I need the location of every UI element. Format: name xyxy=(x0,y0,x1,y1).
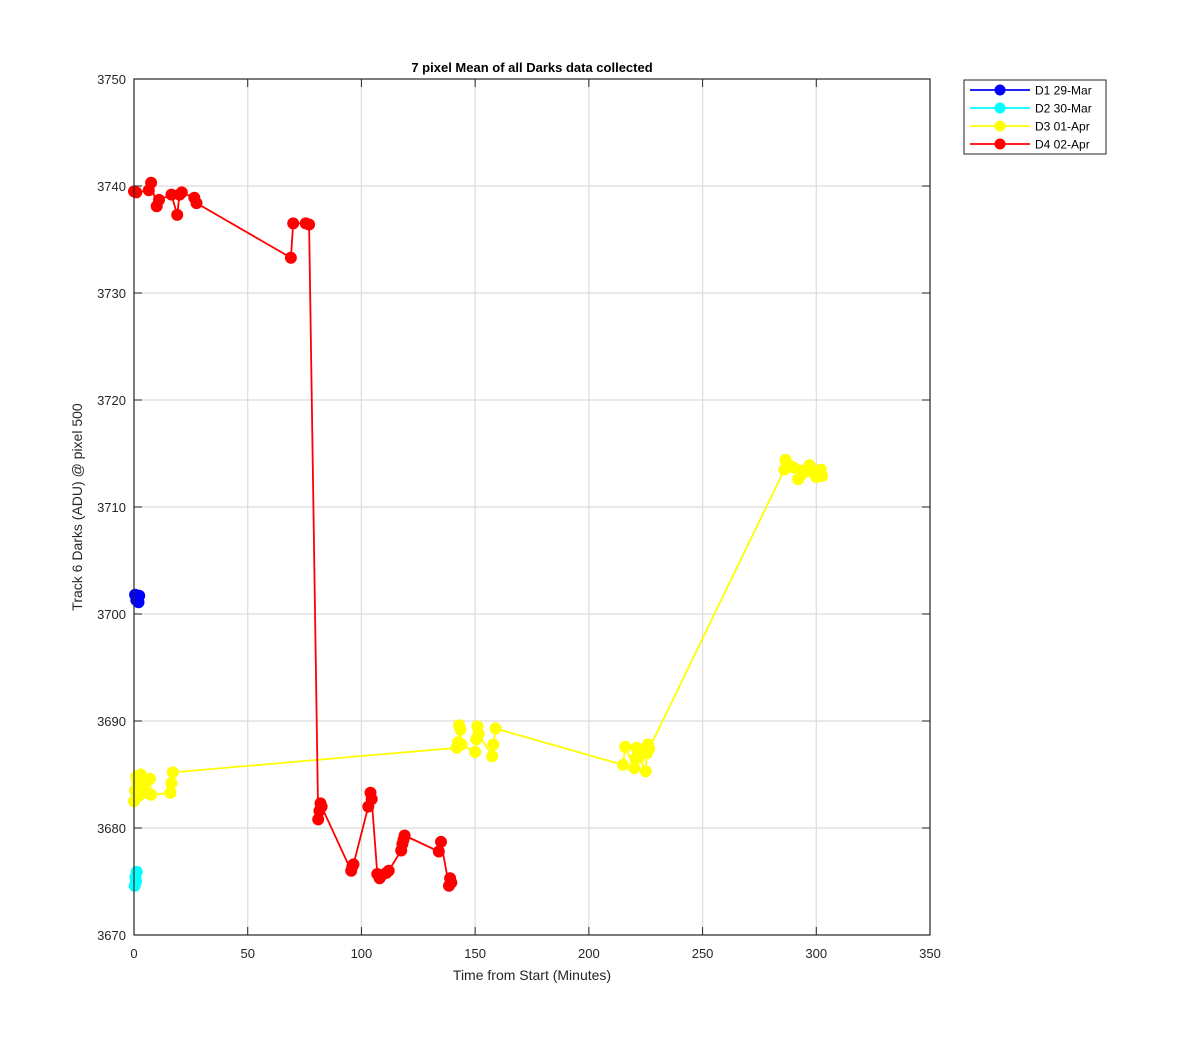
data-point xyxy=(472,727,485,740)
data-point xyxy=(489,722,502,735)
data-point xyxy=(145,788,158,801)
data-point xyxy=(166,766,179,779)
x-tick-label: 300 xyxy=(805,946,827,961)
data-point xyxy=(153,193,165,206)
data-point xyxy=(435,835,447,848)
data-point xyxy=(347,858,360,871)
legend-item-d4-02-apr: D4 02-Apr xyxy=(970,138,1090,152)
legend-marker xyxy=(994,84,1006,96)
y-tick-label: 3720 xyxy=(97,393,126,408)
legend-box xyxy=(963,79,1107,155)
grid-lines xyxy=(134,79,930,935)
data-point xyxy=(175,186,188,199)
y-tick-label: 3680 xyxy=(97,821,126,836)
legend-label: D3 01-Apr xyxy=(1035,120,1090,134)
data-point xyxy=(165,777,178,790)
legend-marker xyxy=(994,102,1006,114)
x-tick-label: 350 xyxy=(919,946,941,961)
data-point xyxy=(303,218,316,231)
y-tick-label: 3740 xyxy=(97,179,126,194)
data-point xyxy=(816,470,828,482)
data-point xyxy=(171,208,184,221)
legend-item-d2-30-mar: D2 30-Mar xyxy=(970,102,1092,116)
legend: D1 29-Mar D2 30-Mar D3 01-Apr D4 02-Apr xyxy=(963,79,1107,155)
y-tick-label: 3700 xyxy=(97,607,126,622)
x-tick-label: 50 xyxy=(240,946,254,961)
data-point xyxy=(382,864,395,877)
data-point xyxy=(398,829,411,842)
x-axis-label: Time from Start (Minutes) xyxy=(453,967,611,983)
data-point xyxy=(455,738,468,751)
data-point xyxy=(486,750,499,763)
series-d1-29-mar xyxy=(129,588,146,609)
legend-label: D4 02-Apr xyxy=(1035,138,1090,152)
data-point xyxy=(643,742,656,755)
x-tick-label: 200 xyxy=(578,946,600,961)
chart-title: 7 pixel Mean of all Darks data collected xyxy=(411,60,652,75)
series-d2-30-mar xyxy=(128,865,143,892)
data-point xyxy=(487,738,500,751)
data-point xyxy=(190,197,203,210)
x-tick-label: 0 xyxy=(130,946,137,961)
data-point xyxy=(130,865,143,878)
legend-label: D1 29-Mar xyxy=(1035,84,1092,98)
axis-ticks: 0 50 100 150 200 250 300 350 3670 3680 3690 3700 371… xyxy=(97,72,941,961)
data-point xyxy=(315,800,328,813)
data-point xyxy=(454,723,467,736)
legend-marker xyxy=(994,138,1006,150)
data-point xyxy=(639,765,652,778)
data-point xyxy=(365,793,378,806)
y-tick-label: 3730 xyxy=(97,286,126,301)
x-tick-label: 150 xyxy=(464,946,486,961)
data-point xyxy=(143,772,156,785)
y-tick-label: 3690 xyxy=(97,714,126,729)
y-tick-label: 3670 xyxy=(97,928,126,943)
data-point xyxy=(130,186,143,199)
data-point xyxy=(469,746,482,758)
legend-marker xyxy=(994,120,1006,132)
data-point xyxy=(619,740,632,753)
y-tick-label: 3710 xyxy=(97,500,126,515)
series-d3-01-apr xyxy=(128,453,828,808)
x-tick-label: 100 xyxy=(351,946,373,961)
data-point xyxy=(145,176,158,189)
legend-label: D2 30-Mar xyxy=(1035,102,1092,116)
x-tick-label: 250 xyxy=(692,946,714,961)
data-point xyxy=(445,876,458,889)
plot-area: 0 50 100 150 200 250 300 350 3670 3680 3690 3700 371… xyxy=(97,72,941,961)
data-point xyxy=(284,251,297,264)
y-tick-label: 3750 xyxy=(97,72,126,87)
legend-item-d3-01-apr: D3 01-Apr xyxy=(970,120,1090,134)
data-point xyxy=(617,758,629,771)
data-point xyxy=(133,589,146,602)
y-axis-label: Track 6 Darks (ADU) @ pixel 500 xyxy=(69,403,85,611)
legend-item-d1-29-mar: D1 29-Mar xyxy=(970,84,1092,98)
data-point xyxy=(287,217,300,230)
